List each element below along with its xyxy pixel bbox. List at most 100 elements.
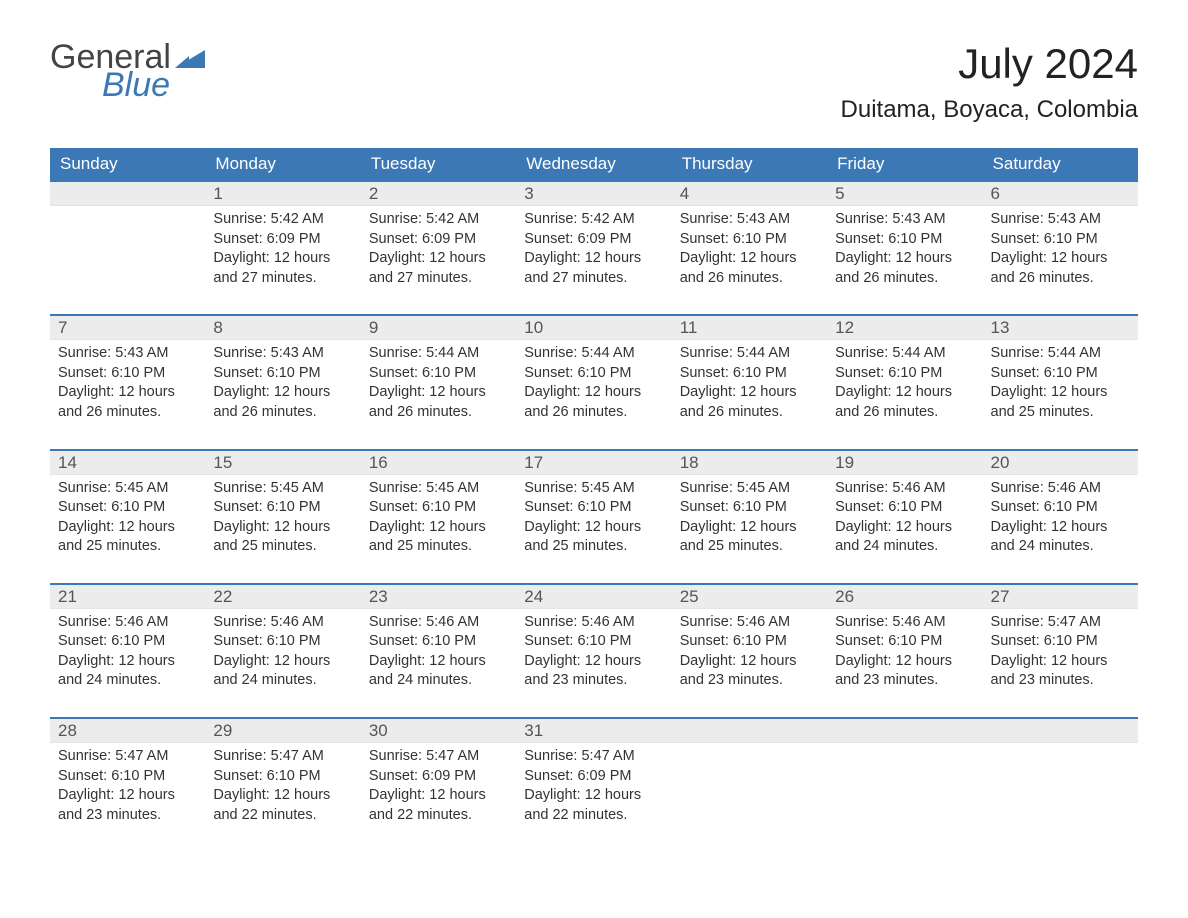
day-body: Sunrise: 5:45 AMSunset: 6:10 PMDaylight:…	[516, 475, 671, 583]
calendar-day-cell: 18Sunrise: 5:45 AMSunset: 6:10 PMDayligh…	[672, 450, 827, 584]
daylight-line: Daylight: 12 hours and 24 minutes.	[991, 518, 1130, 557]
day-number: 25	[672, 585, 827, 609]
daylight-line: Daylight: 12 hours and 22 minutes.	[213, 786, 352, 825]
sunrise-line: Sunrise: 5:42 AM	[369, 210, 508, 230]
daylight-line: Daylight: 12 hours and 27 minutes.	[524, 249, 663, 288]
header: General Blue July 2024 Duitama, Boyaca, …	[50, 40, 1138, 138]
day-body: Sunrise: 5:46 AMSunset: 6:10 PMDaylight:…	[205, 609, 360, 717]
sunrise-line: Sunrise: 5:44 AM	[524, 344, 663, 364]
sunrise-line: Sunrise: 5:45 AM	[369, 479, 508, 499]
weekday-header: Tuesday	[361, 148, 516, 181]
calendar-day-cell: 20Sunrise: 5:46 AMSunset: 6:10 PMDayligh…	[983, 450, 1138, 584]
sunrise-line: Sunrise: 5:45 AM	[58, 479, 197, 499]
sunrise-line: Sunrise: 5:42 AM	[524, 210, 663, 230]
sunrise-line: Sunrise: 5:43 AM	[213, 344, 352, 364]
daylight-line: Daylight: 12 hours and 26 minutes.	[58, 383, 197, 422]
calendar-day-cell: 25Sunrise: 5:46 AMSunset: 6:10 PMDayligh…	[672, 584, 827, 718]
day-body	[50, 206, 205, 236]
day-number: 30	[361, 719, 516, 743]
sunrise-line: Sunrise: 5:46 AM	[835, 613, 974, 633]
sunrise-line: Sunrise: 5:46 AM	[835, 479, 974, 499]
calendar-day-cell: 12Sunrise: 5:44 AMSunset: 6:10 PMDayligh…	[827, 315, 982, 449]
day-number: 23	[361, 585, 516, 609]
daylight-line: Daylight: 12 hours and 24 minutes.	[213, 652, 352, 691]
calendar-day-cell: 21Sunrise: 5:46 AMSunset: 6:10 PMDayligh…	[50, 584, 205, 718]
sunset-line: Sunset: 6:09 PM	[524, 767, 663, 787]
daylight-line: Daylight: 12 hours and 26 minutes.	[835, 249, 974, 288]
daylight-line: Daylight: 12 hours and 23 minutes.	[991, 652, 1130, 691]
sunrise-line: Sunrise: 5:46 AM	[991, 479, 1130, 499]
calendar-day-cell	[50, 181, 205, 315]
sunset-line: Sunset: 6:10 PM	[213, 364, 352, 384]
calendar-day-cell: 29Sunrise: 5:47 AMSunset: 6:10 PMDayligh…	[205, 718, 360, 851]
daylight-line: Daylight: 12 hours and 23 minutes.	[524, 652, 663, 691]
day-body: Sunrise: 5:43 AMSunset: 6:10 PMDaylight:…	[50, 340, 205, 448]
day-number: 3	[516, 182, 671, 206]
sunrise-line: Sunrise: 5:47 AM	[524, 747, 663, 767]
day-number: 12	[827, 316, 982, 340]
weekday-header: Saturday	[983, 148, 1138, 181]
day-number: 19	[827, 451, 982, 475]
day-number: 4	[672, 182, 827, 206]
sunset-line: Sunset: 6:10 PM	[524, 632, 663, 652]
calendar-day-cell: 15Sunrise: 5:45 AMSunset: 6:10 PMDayligh…	[205, 450, 360, 584]
day-number	[827, 719, 982, 743]
calendar-day-cell: 5Sunrise: 5:43 AMSunset: 6:10 PMDaylight…	[827, 181, 982, 315]
sunrise-line: Sunrise: 5:47 AM	[213, 747, 352, 767]
day-body: Sunrise: 5:44 AMSunset: 6:10 PMDaylight:…	[827, 340, 982, 448]
day-number: 31	[516, 719, 671, 743]
day-body	[827, 743, 982, 773]
sunrise-line: Sunrise: 5:46 AM	[58, 613, 197, 633]
daylight-line: Daylight: 12 hours and 27 minutes.	[369, 249, 508, 288]
daylight-line: Daylight: 12 hours and 26 minutes.	[213, 383, 352, 422]
sunrise-line: Sunrise: 5:47 AM	[58, 747, 197, 767]
calendar-week-row: 14Sunrise: 5:45 AMSunset: 6:10 PMDayligh…	[50, 450, 1138, 584]
sunset-line: Sunset: 6:09 PM	[213, 230, 352, 250]
sunset-line: Sunset: 6:10 PM	[680, 498, 819, 518]
calendar-day-cell: 7Sunrise: 5:43 AMSunset: 6:10 PMDaylight…	[50, 315, 205, 449]
weekday-header: Friday	[827, 148, 982, 181]
sunrise-line: Sunrise: 5:46 AM	[369, 613, 508, 633]
logo-mark-icon	[175, 46, 205, 72]
calendar-day-cell: 8Sunrise: 5:43 AMSunset: 6:10 PMDaylight…	[205, 315, 360, 449]
day-number: 27	[983, 585, 1138, 609]
day-number: 22	[205, 585, 360, 609]
day-body: Sunrise: 5:47 AMSunset: 6:10 PMDaylight:…	[50, 743, 205, 851]
day-body: Sunrise: 5:44 AMSunset: 6:10 PMDaylight:…	[672, 340, 827, 448]
calendar-day-cell: 3Sunrise: 5:42 AMSunset: 6:09 PMDaylight…	[516, 181, 671, 315]
sunset-line: Sunset: 6:10 PM	[369, 364, 508, 384]
day-body: Sunrise: 5:42 AMSunset: 6:09 PMDaylight:…	[516, 206, 671, 314]
title-block: July 2024 Duitama, Boyaca, Colombia	[841, 40, 1138, 138]
calendar-week-row: 21Sunrise: 5:46 AMSunset: 6:10 PMDayligh…	[50, 584, 1138, 718]
day-body	[672, 743, 827, 773]
day-body: Sunrise: 5:44 AMSunset: 6:10 PMDaylight:…	[361, 340, 516, 448]
sunset-line: Sunset: 6:10 PM	[835, 230, 974, 250]
day-body: Sunrise: 5:43 AMSunset: 6:10 PMDaylight:…	[672, 206, 827, 314]
calendar-day-cell: 28Sunrise: 5:47 AMSunset: 6:10 PMDayligh…	[50, 718, 205, 851]
sunrise-line: Sunrise: 5:43 AM	[58, 344, 197, 364]
month-title: July 2024	[841, 40, 1138, 88]
sunset-line: Sunset: 6:10 PM	[991, 632, 1130, 652]
day-number	[983, 719, 1138, 743]
daylight-line: Daylight: 12 hours and 25 minutes.	[524, 518, 663, 557]
calendar-day-cell: 10Sunrise: 5:44 AMSunset: 6:10 PMDayligh…	[516, 315, 671, 449]
calendar-day-cell: 6Sunrise: 5:43 AMSunset: 6:10 PMDaylight…	[983, 181, 1138, 315]
daylight-line: Daylight: 12 hours and 23 minutes.	[58, 786, 197, 825]
daylight-line: Daylight: 12 hours and 27 minutes.	[213, 249, 352, 288]
calendar-day-cell: 11Sunrise: 5:44 AMSunset: 6:10 PMDayligh…	[672, 315, 827, 449]
day-number: 14	[50, 451, 205, 475]
day-body: Sunrise: 5:46 AMSunset: 6:10 PMDaylight:…	[516, 609, 671, 717]
day-body: Sunrise: 5:45 AMSunset: 6:10 PMDaylight:…	[50, 475, 205, 583]
day-number: 10	[516, 316, 671, 340]
day-number: 21	[50, 585, 205, 609]
day-number: 18	[672, 451, 827, 475]
sunset-line: Sunset: 6:10 PM	[524, 364, 663, 384]
day-number: 11	[672, 316, 827, 340]
sunrise-line: Sunrise: 5:47 AM	[991, 613, 1130, 633]
sunrise-line: Sunrise: 5:46 AM	[524, 613, 663, 633]
daylight-line: Daylight: 12 hours and 26 minutes.	[680, 383, 819, 422]
daylight-line: Daylight: 12 hours and 26 minutes.	[991, 249, 1130, 288]
day-body: Sunrise: 5:43 AMSunset: 6:10 PMDaylight:…	[983, 206, 1138, 314]
day-body: Sunrise: 5:47 AMSunset: 6:10 PMDaylight:…	[205, 743, 360, 851]
day-body: Sunrise: 5:42 AMSunset: 6:09 PMDaylight:…	[361, 206, 516, 314]
